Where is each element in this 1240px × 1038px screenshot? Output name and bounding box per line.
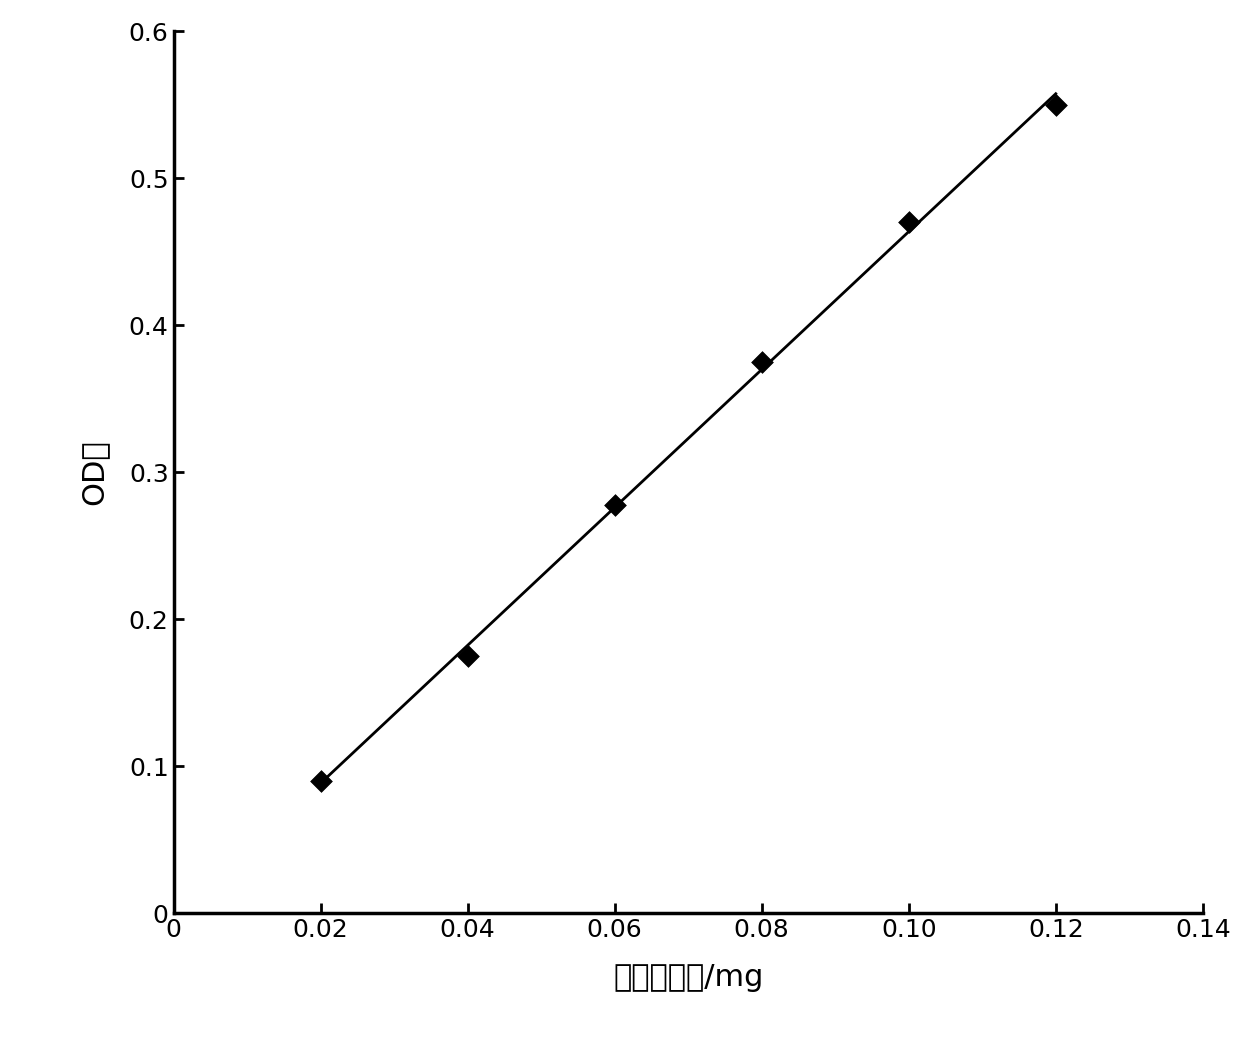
Point (605, 496, 625, 513)
Point (458, 648, 477, 664)
Y-axis label: OD値: OD値 (79, 439, 108, 506)
Point (1045, 97, 1065, 113)
Point (899, 214, 919, 230)
Point (751, 354, 771, 371)
X-axis label: 葡萄糖含量/mg: 葡萄糖含量/mg (613, 963, 764, 992)
Point (311, 772, 331, 790)
